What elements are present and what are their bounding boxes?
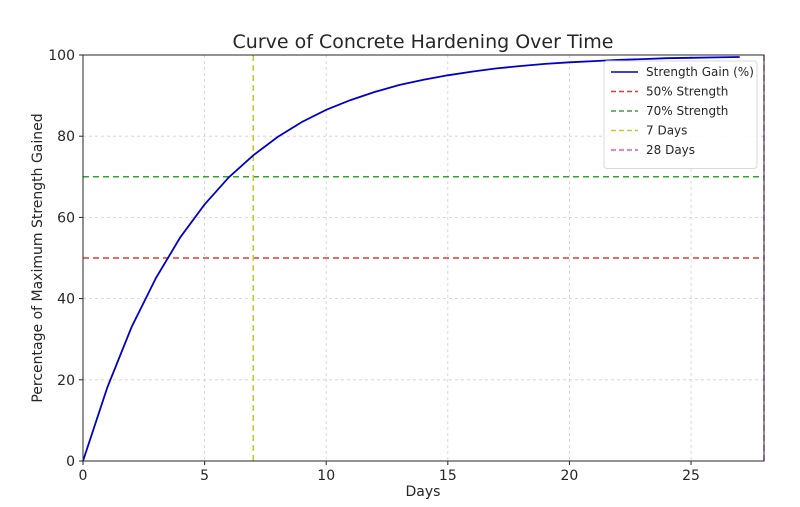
legend-label: Strength Gain (%) (646, 65, 754, 79)
plot-frame (82, 54, 765, 462)
x-tick-label: 25 (682, 468, 700, 484)
y-tick-label: 20 (57, 373, 75, 389)
x-tick-label: 20 (561, 468, 579, 484)
legend-label: 50% Strength (646, 85, 728, 99)
y-tick-label: 40 (57, 292, 75, 308)
x-tick-label: 0 (79, 468, 88, 484)
x-axis-label: Days (406, 484, 441, 500)
x-tick-label: 5 (200, 468, 209, 484)
strength-gain-line (82, 56, 740, 462)
ticks: 0 5 10 15 20 25 0 20 40 60 80 100 (48, 48, 700, 484)
y-tick-label: 80 (57, 129, 75, 145)
legend-label: 7 Days (646, 124, 687, 138)
legend-box (603, 60, 758, 169)
legend-label: 70% Strength (646, 104, 728, 118)
x-tick-label: 15 (439, 468, 457, 484)
chart-title: Curve of Concrete Hardening Over Time (233, 31, 614, 53)
legend-label: 28 Days (646, 143, 695, 157)
y-axis-label: Percentage of Maximum Strength Gained (30, 113, 46, 402)
legend: Strength Gain (%) 50% Strength 70% Strengt… (603, 60, 758, 169)
x-tick-label: 10 (317, 468, 335, 484)
series-layer (82, 56, 740, 462)
y-tick-label: 0 (66, 454, 75, 470)
y-tick-label: 100 (48, 48, 75, 64)
y-tick-label: 60 (57, 210, 75, 226)
